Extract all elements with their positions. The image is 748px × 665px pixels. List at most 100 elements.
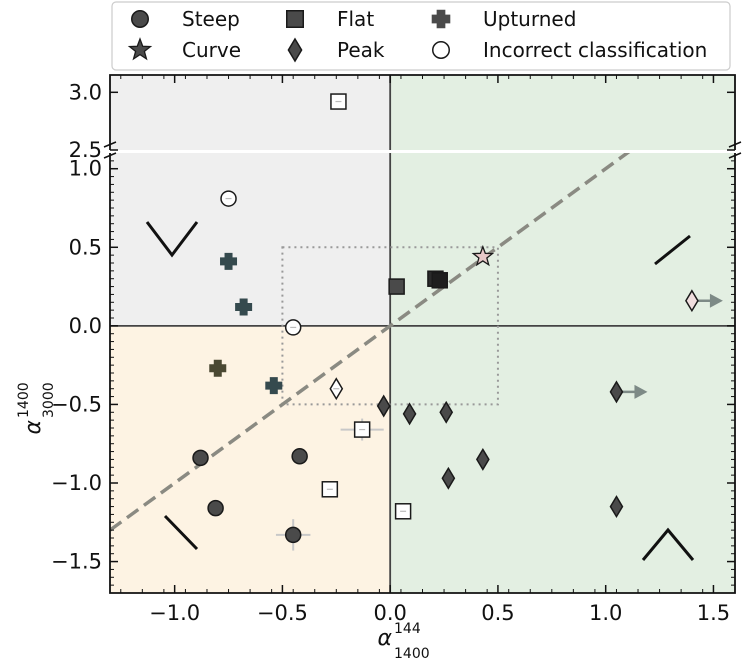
circle-marker: [284, 526, 302, 544]
legend-entry-flat: Flat: [286, 7, 374, 31]
data-points: [192, 93, 723, 551]
y-axis-label-sub: 3000: [41, 382, 57, 418]
y-axis-label-sup: 1400: [16, 382, 32, 418]
data-point-peak-20: [439, 400, 454, 424]
data-point-steep-3: [275, 519, 311, 551]
data-point-peak-23: [609, 495, 624, 519]
y-tick-label-upper: 3.0: [69, 80, 102, 104]
y-tick-label-upper: 2.5: [69, 138, 102, 162]
plus-marker: [235, 298, 253, 316]
legend-entry-curve: Curve: [127, 37, 241, 62]
diamond-marker: [475, 447, 490, 471]
limit-arrow-head: [634, 384, 648, 399]
y-tick-label: −0.5: [51, 392, 102, 416]
dotted-box: [281, 246, 499, 406]
data-point-steep-5: [284, 319, 302, 336]
legend-box: [111, 1, 731, 71]
plot-regions: [110, 75, 735, 593]
diamond-marker: [376, 394, 391, 418]
axis-break-mark-right: [728, 141, 742, 159]
limit-arrow-head: [709, 293, 723, 308]
x-tick-label: 1.5: [697, 601, 730, 625]
y-tick-label: −1.0: [51, 471, 102, 495]
data-point-flat-10: [321, 481, 339, 498]
circle-marker: [192, 449, 209, 467]
data-point-flat-8: [431, 272, 448, 289]
x-axis-label-sub: 1400: [394, 646, 430, 662]
data-point-flat-11: [394, 503, 412, 520]
y-axis-label: α 1400 3000: [16, 382, 57, 434]
data-point-peak-24: [609, 380, 648, 404]
legend-marker: [432, 41, 450, 59]
data-point-steep-0: [192, 449, 209, 467]
x-axis-label: α 144 1400: [377, 621, 429, 662]
legend: Steep Flat Upturned Curve Peak Incorrect clas…: [111, 1, 731, 71]
diamond-marker: [609, 495, 624, 519]
star-marker: [471, 244, 495, 267]
data-point-upturned-15: [209, 359, 227, 377]
x-tick-label: −1.0: [149, 601, 200, 625]
data-point-flat-6: [388, 278, 405, 295]
y-axis-label-main: α: [21, 420, 46, 435]
region-upper-left: [110, 153, 391, 326]
dashed-diagonal-line: [110, 153, 631, 532]
data-point-steep-2: [291, 448, 308, 465]
circle-marker: [207, 499, 224, 517]
square-marker: [431, 272, 448, 289]
region-lower-left: [110, 325, 391, 593]
region-right-top-panel: [390, 75, 735, 150]
x-axis-label-sup: 144: [394, 621, 421, 637]
legend-marker: [286, 10, 304, 28]
data-point-upturned-16: [265, 377, 283, 395]
y-tick-label: 0.0: [69, 314, 102, 338]
steep-shape-glyph: [163, 514, 199, 551]
legend-label: Curve: [182, 38, 241, 62]
data-point-upturned-14: [235, 298, 253, 316]
data-point-flat-12: [330, 93, 347, 110]
legend-label: Upturned: [483, 7, 576, 31]
legend-marker: [287, 37, 303, 63]
x-tick-label: −0.5: [257, 601, 308, 625]
data-point-upturned-13: [220, 252, 238, 270]
square-marker: [388, 278, 405, 295]
x-tick-label: 0.5: [481, 601, 514, 625]
upturned-shape-glyph: [654, 234, 691, 266]
data-point-curve-17: [471, 244, 495, 267]
region-upper-left-top-panel: [110, 75, 391, 150]
legend-entry-upturned: Upturned: [431, 7, 576, 31]
legend-label: Steep: [182, 7, 240, 31]
peak-shape-glyph: [641, 527, 695, 561]
shape-glyphs: [145, 221, 695, 561]
plus-marker: [265, 377, 283, 395]
legend-marker: [127, 37, 153, 61]
reference-lines: [110, 75, 735, 593]
legend-marker: [131, 10, 149, 28]
x-axis-label-main: α: [377, 626, 392, 651]
data-point-flat-9: [340, 418, 384, 441]
curve-shape-glyph: [145, 221, 199, 258]
axis-break-mark-left: [103, 141, 117, 159]
axis-ticks: −1.0 −0.5 0.0 0.5 1.0 1.5 −1.5 −1.0 −0.5 0.0 0.5 1.…: [51, 75, 735, 625]
legend-label: Flat: [337, 7, 374, 31]
diamond-marker: [609, 380, 624, 404]
legend-marker: [431, 9, 451, 29]
data-point-peak-22: [475, 447, 490, 471]
legend-label: Peak: [337, 38, 385, 62]
diamond-marker: [441, 466, 456, 490]
y-tick-label: 0.5: [69, 235, 102, 259]
data-point-steep-4: [220, 190, 237, 207]
circle-marker: [291, 448, 308, 465]
legend-entry-incorrect-classification: Incorrect classification: [432, 38, 707, 62]
legend-label: Incorrect classification: [483, 38, 707, 62]
legend-entry-steep: Steep: [131, 7, 240, 31]
y-tick-label: 1.0: [69, 157, 102, 181]
axis-break-marks: [103, 141, 742, 159]
x-tick-label: 0.0: [373, 601, 406, 625]
data-point-peak-25: [329, 377, 344, 401]
region-right: [390, 153, 735, 593]
plus-marker: [220, 252, 238, 270]
y-tick-label: −1.5: [51, 550, 102, 574]
diamond-marker: [685, 289, 699, 313]
data-point-peak-21: [441, 466, 456, 490]
